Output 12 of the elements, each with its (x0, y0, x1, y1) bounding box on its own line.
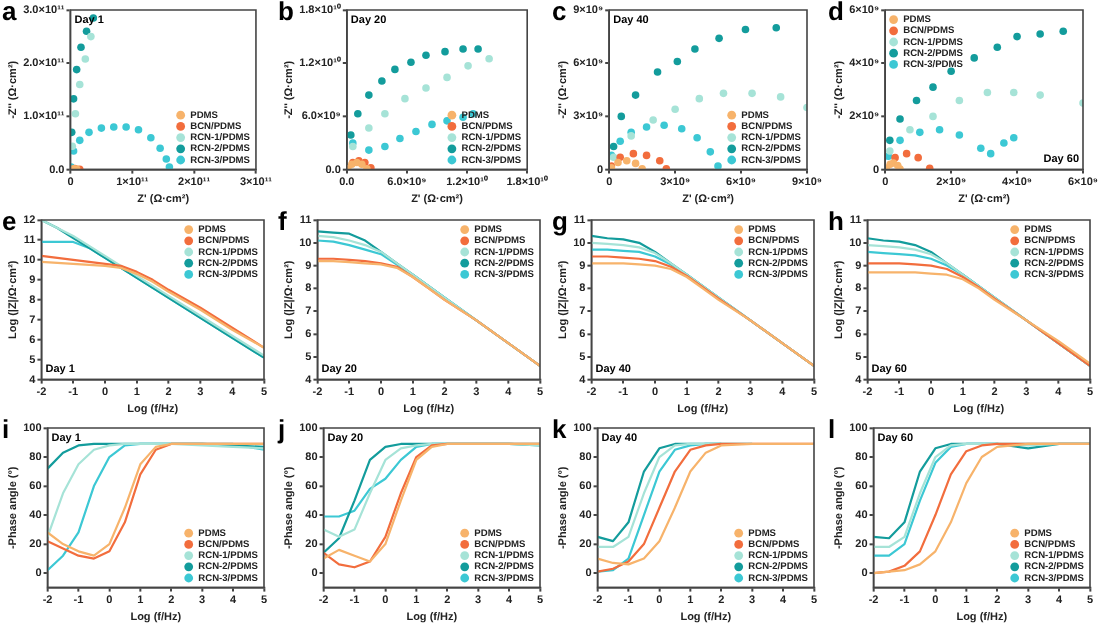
chart-title: a (2, 0, 18, 27)
chart-title: f (277, 205, 287, 236)
chart-title: d (827, 0, 843, 27)
chart-title: c (552, 0, 567, 27)
chart-title: k (552, 414, 568, 445)
chart-title: i (2, 414, 10, 445)
chart-title: h (827, 205, 843, 236)
chart-title: e (2, 205, 17, 236)
chart-title: j (275, 414, 285, 445)
chart-title: b (277, 0, 293, 27)
chart-title: l (827, 414, 835, 445)
chart-title: g (552, 205, 568, 236)
